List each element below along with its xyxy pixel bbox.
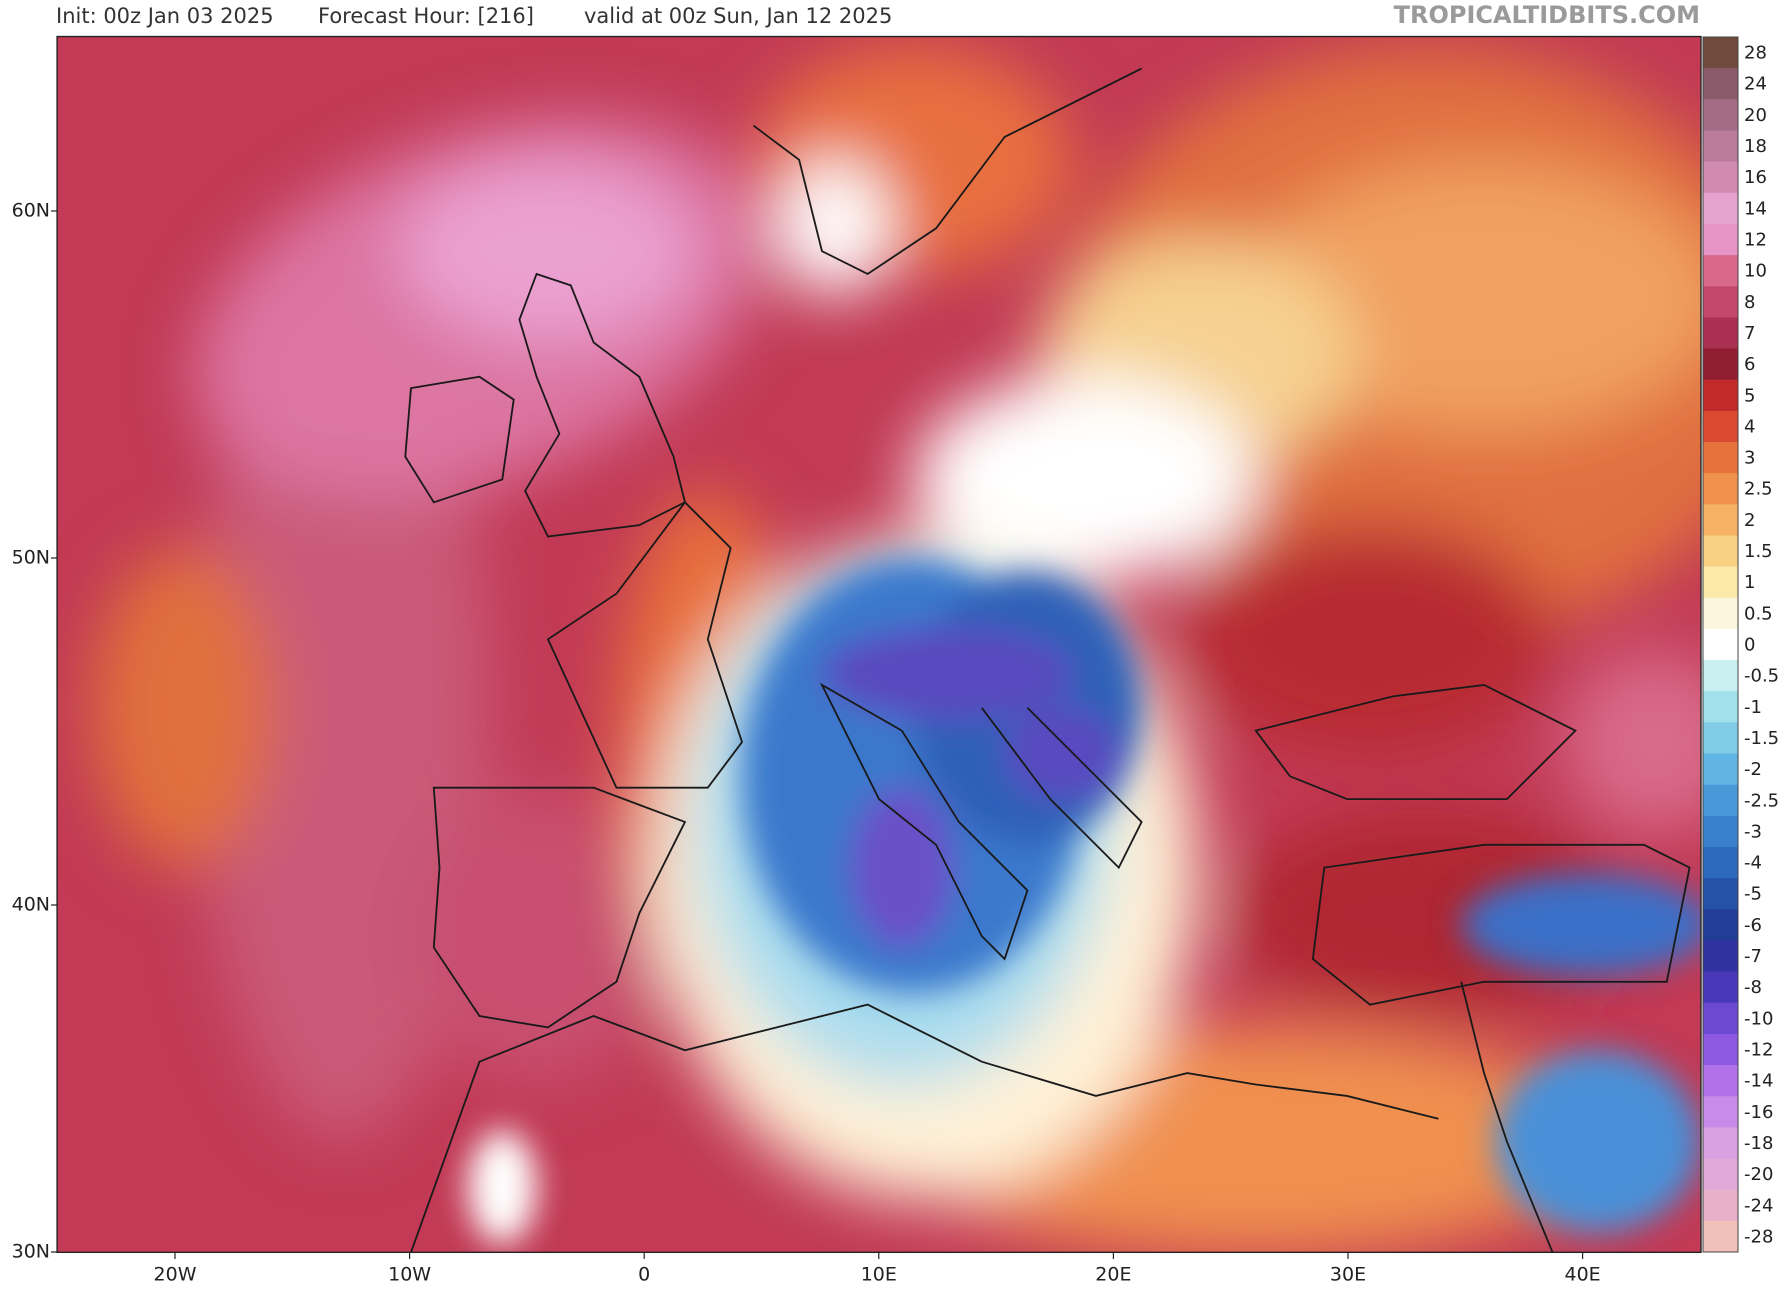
colorbar-swatch — [1703, 37, 1738, 69]
colorbar-label: -6 — [1744, 915, 1762, 936]
lon-label: 40E — [1565, 1264, 1601, 1286]
colorbar-label: 8 — [1744, 292, 1755, 313]
colorbar-label: -2 — [1744, 759, 1762, 780]
colorbar-swatch — [1703, 535, 1738, 568]
colorbar-swatch — [1703, 691, 1738, 723]
colorbar-label: -10 — [1744, 1008, 1773, 1029]
colorbar-label: 28 — [1744, 43, 1767, 64]
colorbar-label: 0 — [1744, 635, 1755, 656]
colorbar-label: 7 — [1744, 323, 1755, 344]
lon-label: 10E — [861, 1264, 897, 1286]
colorbar-swatch — [1703, 130, 1738, 163]
colorbar-label: 12 — [1744, 230, 1767, 251]
colorbar-swatch — [1703, 410, 1738, 443]
colorbar-swatch — [1703, 286, 1738, 318]
colorbar-swatch — [1703, 348, 1738, 381]
colorbar-swatch — [1703, 878, 1738, 910]
colorbar-label: 10 — [1744, 261, 1767, 282]
lat-label: 40N — [12, 894, 50, 916]
init-text: Init: 00z Jan 03 2025 — [56, 4, 274, 28]
colorbar-swatch — [1703, 597, 1738, 630]
colorbar-label: -12 — [1744, 1040, 1773, 1061]
lat-label: 30N — [12, 1241, 50, 1263]
colorbar-swatch — [1703, 753, 1738, 786]
colorbar-label: 4 — [1744, 416, 1755, 437]
colorbar-swatch — [1703, 255, 1738, 287]
colorbar-swatch — [1703, 815, 1738, 848]
colorbar-swatch — [1703, 223, 1738, 256]
colorbar-frame — [1702, 36, 1739, 1253]
colorbar-swatch — [1703, 971, 1738, 1004]
valid-text: valid at 00z Sun, Jan 12 2025 — [584, 4, 892, 28]
colorbar-swatch — [1703, 68, 1738, 100]
colorbar-swatch — [1703, 628, 1738, 661]
lat-label: 60N — [12, 200, 50, 222]
colorbar-label: 6 — [1744, 354, 1755, 375]
colorbar-label: -4 — [1744, 853, 1762, 874]
lon-label: 0 — [638, 1264, 650, 1286]
colorbar-label: -3 — [1744, 821, 1762, 842]
axes: 60N 50N 40N 30N 20W 10W 0 10E 20E 30E 40E — [12, 200, 1601, 1286]
colorbar-label: 2.5 — [1744, 479, 1773, 500]
colorbar: 28 24 20 18 16 14 12 10 8 7 6 5 4 3 2.5 2 1.5 1 0.5 0 -0.5 -1… — [1702, 36, 1779, 1253]
colorbar-label: -1.5 — [1744, 728, 1779, 749]
colorbar-label: 1.5 — [1744, 541, 1773, 562]
colorbar-swatch — [1703, 1002, 1738, 1035]
colorbar-swatch — [1703, 1096, 1738, 1128]
colorbar-swatch — [1703, 660, 1738, 692]
colorbar-label: 0.5 — [1744, 603, 1773, 624]
colorbar-label: 24 — [1744, 74, 1767, 95]
lon-label: 20W — [154, 1264, 197, 1286]
colorbar-swatch — [1703, 1189, 1738, 1222]
colorbar-swatch — [1703, 1158, 1738, 1191]
colorbar-label: 20 — [1744, 105, 1767, 126]
colorbar-swatch — [1703, 99, 1738, 131]
colorbar-label: -24 — [1744, 1195, 1773, 1216]
map — [56, 35, 1702, 1254]
colorbar-swatch — [1703, 1065, 1738, 1097]
colorbar-swatch — [1703, 504, 1738, 536]
colorbar-swatch — [1703, 566, 1738, 599]
colorbar-label: 2 — [1744, 510, 1755, 531]
colorbar-label: -2.5 — [1744, 790, 1779, 811]
colorbar-swatch — [1703, 442, 1738, 474]
colorbar-label: -8 — [1744, 977, 1762, 998]
colorbar-swatch — [1703, 192, 1738, 225]
colorbar-swatch — [1703, 784, 1738, 817]
lat-label: 50N — [12, 547, 50, 569]
forecast-hour-text: Forecast Hour: [216] — [318, 4, 534, 28]
colorbar-label: -0.5 — [1744, 666, 1779, 687]
colorbar-swatch — [1703, 940, 1738, 973]
site-name: TROPICALTIDBITS.COM — [1394, 1, 1700, 29]
colorbar-label: -5 — [1744, 884, 1762, 905]
colorbar-swatch — [1703, 909, 1738, 941]
colorbar-label: -16 — [1744, 1102, 1773, 1123]
colorbar-label: 16 — [1744, 167, 1767, 188]
colorbar-swatch — [1703, 722, 1738, 755]
colorbar-swatch — [1703, 317, 1738, 350]
lon-label: 10W — [388, 1264, 431, 1286]
colorbar-swatch — [1703, 1127, 1738, 1160]
colorbar-label: 18 — [1744, 136, 1767, 157]
colorbar-label: 5 — [1744, 385, 1755, 406]
colorbar-label: -20 — [1744, 1164, 1773, 1185]
colorbar-label: 3 — [1744, 448, 1755, 469]
colorbar-swatch — [1703, 847, 1738, 879]
colorbar-label: 14 — [1744, 198, 1767, 219]
coastlines — [404, 67, 1691, 1253]
colorbar-swatch — [1703, 1033, 1738, 1066]
colorbar-swatch — [1703, 379, 1738, 412]
colorbar-swatch — [1703, 473, 1738, 505]
colorbar-label: -28 — [1744, 1226, 1773, 1247]
colorbar-swatch — [1703, 161, 1738, 194]
colorbar-label: -7 — [1744, 946, 1762, 967]
lon-label: 30E — [1330, 1264, 1366, 1286]
lon-label: 20E — [1095, 1264, 1131, 1286]
colorbar-label: -14 — [1744, 1071, 1773, 1092]
colorbar-swatch — [1703, 1220, 1738, 1253]
colorbar-label: -18 — [1744, 1133, 1773, 1154]
colorbar-label: -1 — [1744, 697, 1762, 718]
colorbar-label: 1 — [1744, 572, 1755, 593]
